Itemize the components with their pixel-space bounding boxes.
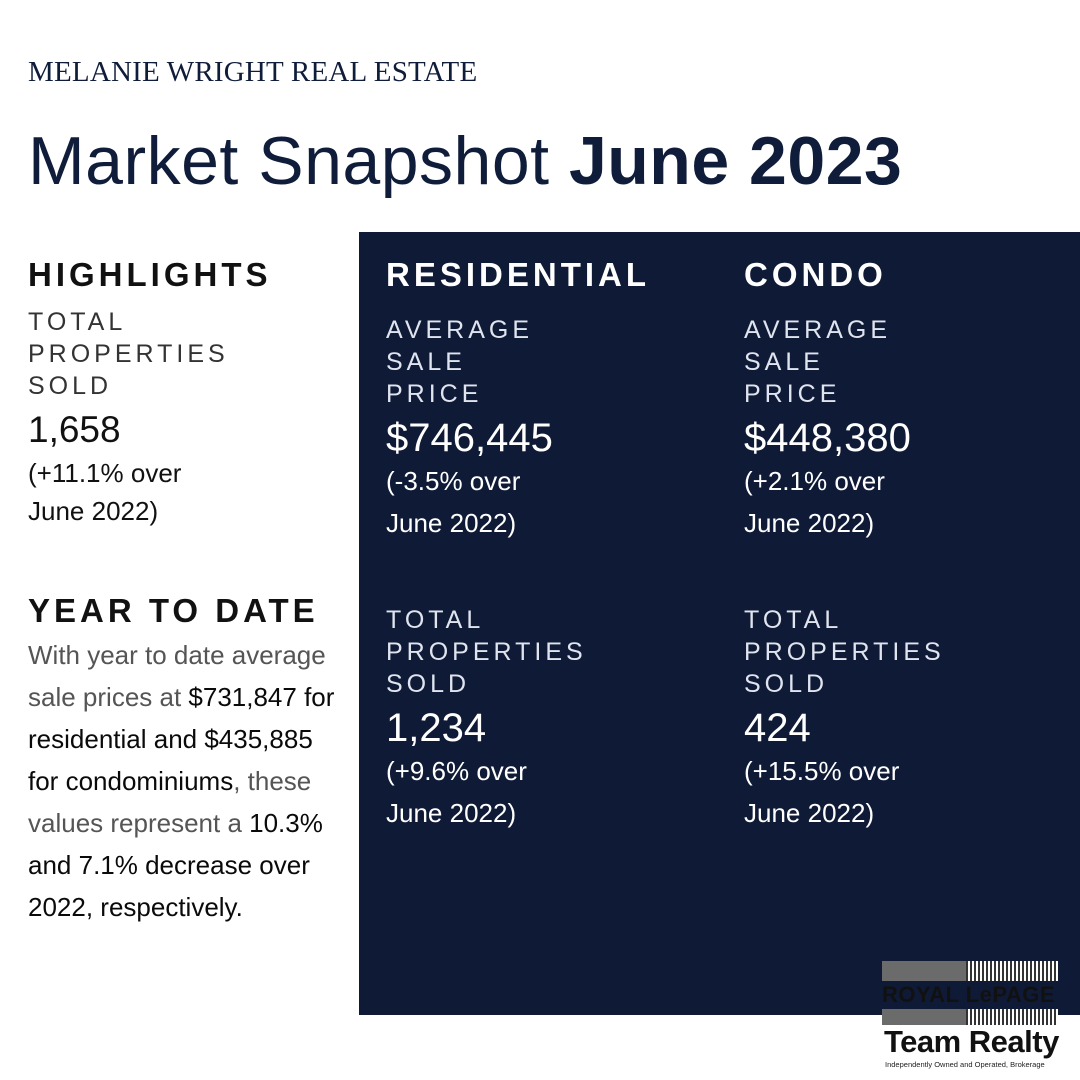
title-regular: Market Snapshot xyxy=(28,123,569,199)
highlights-label: TOTAL PROPERTIES SOLD xyxy=(28,308,229,400)
highlights-section: HIGHLIGHTS TOTAL PROPERTIES SOLD 1,658 (… xyxy=(28,256,348,530)
highlights-heading: HIGHLIGHTS xyxy=(28,256,272,293)
condo-price-change: (+2.1% over June 2022) xyxy=(744,466,885,538)
ytd-part-4: 10.3% and 7.1% decrease over 2022, respe… xyxy=(28,808,323,922)
residential-sold-label: TOTAL PROPERTIES SOLD xyxy=(386,606,587,698)
ytd-part-2: $731,847 for residential and $435,885 fo… xyxy=(28,682,335,796)
residential-sold-change: (+9.6% over June 2022) xyxy=(386,756,527,828)
condo-sold-change: (+15.5% over June 2022) xyxy=(744,756,900,828)
logo-top-stripe xyxy=(882,961,1058,981)
residential-column: RESIDENTIAL AVERAGE SALE PRICE $746,445 … xyxy=(386,256,650,834)
condo-heading: CONDO xyxy=(744,256,887,293)
highlights-value: 1,658 xyxy=(28,409,121,450)
royal-lepage-logo: ROYAL LePAGE Team Realty Independently O… xyxy=(882,961,1062,1071)
logo-line2: Team Realty xyxy=(884,1024,1059,1059)
highlights-change: (+11.1% over June 2022) xyxy=(28,458,182,526)
title-bold: June 2023 xyxy=(568,123,903,199)
ytd-part-1: With year to date average sale prices at xyxy=(28,640,326,712)
stats-panel: RESIDENTIAL AVERAGE SALE PRICE $746,445 … xyxy=(359,232,1080,1015)
page-title: Market Snapshot June 2023 xyxy=(28,122,902,200)
residential-price-label: AVERAGE SALE PRICE xyxy=(386,316,534,408)
ytd-text: With year to date average sale prices at… xyxy=(28,634,348,928)
ytd-heading: YEAR TO DATE xyxy=(28,592,319,629)
condo-column: CONDO AVERAGE SALE PRICE $448,380 (+2.1%… xyxy=(744,256,945,834)
condo-sold-label: TOTAL PROPERTIES SOLD xyxy=(744,606,945,698)
logo-tagline: Independently Owned and Operated, Broker… xyxy=(885,1060,1045,1069)
logo-line1: ROYAL LePAGE xyxy=(882,982,1056,1007)
residential-heading: RESIDENTIAL xyxy=(386,256,651,293)
condo-sold-value: 424 xyxy=(744,706,811,750)
residential-price-value: $746,445 xyxy=(386,416,553,460)
residential-sold-value: 1,234 xyxy=(386,706,487,750)
condo-price-value: $448,380 xyxy=(744,416,911,460)
brand-name: MELANIE WRIGHT REAL ESTATE xyxy=(28,56,478,88)
condo-price-label: AVERAGE SALE PRICE xyxy=(744,316,892,408)
residential-price-change: (-3.5% over June 2022) xyxy=(386,466,521,538)
logo-mid-stripe xyxy=(882,1009,1058,1025)
ytd-part-3: , these values represent a xyxy=(28,766,312,838)
